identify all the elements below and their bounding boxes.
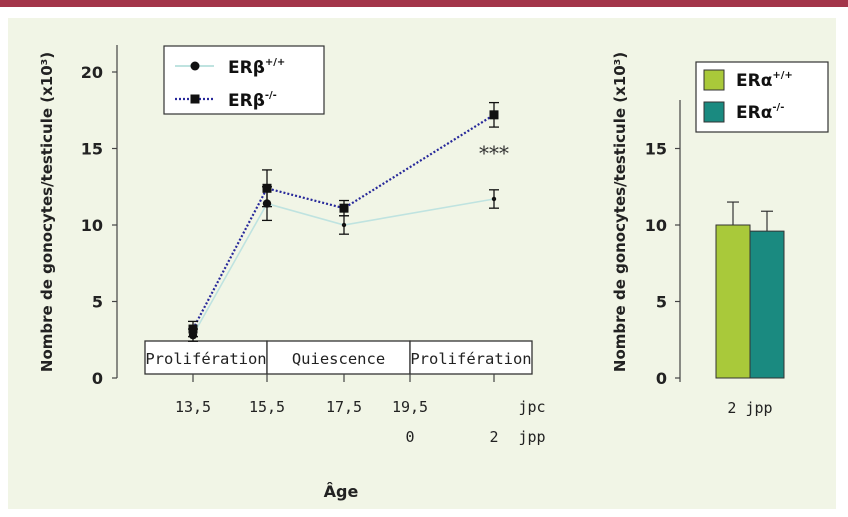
significance-annotation: *** <box>479 141 509 165</box>
bar-legend-wt-swatch <box>703 69 725 91</box>
data-point-er-beta-wt <box>491 196 497 202</box>
bar-chart-x-tick: 2 jpp <box>727 399 772 417</box>
bar-chart-legend: ERα+/+ ERα-/- <box>695 61 829 133</box>
legend-ko-marker <box>190 94 200 104</box>
phase-box <box>409 340 533 375</box>
line-chart-y-ticks: 0 5 10 15 20 <box>81 63 117 388</box>
x-tick-label-jpp: 2 <box>489 428 498 446</box>
y-tick-label: 5 <box>92 293 103 312</box>
series-line-er-beta-wt <box>192 198 495 336</box>
bar-y-tick-label: 15 <box>645 140 667 159</box>
top-accent-bar <box>0 0 848 7</box>
legend-wt-label: ERβ+/+ <box>228 57 285 78</box>
phase-label: Prolifération <box>410 350 531 368</box>
bar-chart: Nombre de gonocytes/testicule (x10³) 0 5 1… <box>611 52 829 417</box>
bar-legend-ko-swatch <box>703 101 725 123</box>
legend-ko-label: ERβ-/- <box>228 90 277 111</box>
legend-wt-marker <box>190 61 200 71</box>
line-chart-y-label: Nombre de gonocytes/testicule (x10³) <box>38 52 56 372</box>
line-chart-series <box>188 101 499 342</box>
x-tick-label-jpp: 0 <box>405 428 414 446</box>
phase-bands: Prolifération Quiescence Prolifération <box>144 340 533 375</box>
bar-legend-ko-label: ERα-/- <box>736 102 784 123</box>
x-tick-label-jpc: 15,5 <box>249 398 285 416</box>
line-chart: Nombre de gonocytes/testicule (x10³) 0 5 1… <box>38 45 546 501</box>
bar-er-alpha-ko <box>749 230 785 379</box>
phase-box <box>266 340 411 375</box>
data-point-er-beta-ko <box>489 110 499 120</box>
x-tick-label-jpc: 17,5 <box>326 398 362 416</box>
bar-chart-y-label: Nombre de gonocytes/testicule (x10³) <box>611 52 629 372</box>
bar-y-tick-label: 10 <box>645 216 667 235</box>
data-point-er-beta-wt <box>341 222 347 228</box>
data-point-er-beta-ko <box>262 183 272 193</box>
x-tick-label-jpc: 19,5 <box>392 398 428 416</box>
line-chart-legend: ERβ+/+ ERβ-/- <box>163 45 325 115</box>
phase-box <box>144 340 268 375</box>
phase-label: Quiescence <box>292 350 385 368</box>
x-unit-jpp: jpp <box>518 428 545 446</box>
bar-y-tick-label: 5 <box>656 293 667 312</box>
bar-chart-bars <box>715 201 785 379</box>
x-unit-jpc: jpc <box>518 398 545 416</box>
data-point-er-beta-ko <box>339 203 349 213</box>
x-tick-label-jpc: 13,5 <box>175 398 211 416</box>
bar-chart-y-ticks: 0 5 10 15 <box>645 140 680 388</box>
phase-label: Prolifération <box>145 350 266 368</box>
bar-er-alpha-wt <box>715 224 751 379</box>
bar-y-tick-label: 0 <box>656 369 667 388</box>
y-tick-label: 0 <box>92 369 103 388</box>
line-chart-x-label: Âge <box>324 482 359 501</box>
y-tick-label: 15 <box>81 140 103 159</box>
y-tick-label: 10 <box>81 216 103 235</box>
bar-legend-wt-label: ERα+/+ <box>736 70 793 91</box>
y-tick-label: 20 <box>81 63 103 82</box>
data-point-er-beta-ko <box>188 324 198 334</box>
line-chart-x-ticks: 13,5 15,5 17,5 19,5 jpc 0 2 jpp <box>175 374 546 446</box>
